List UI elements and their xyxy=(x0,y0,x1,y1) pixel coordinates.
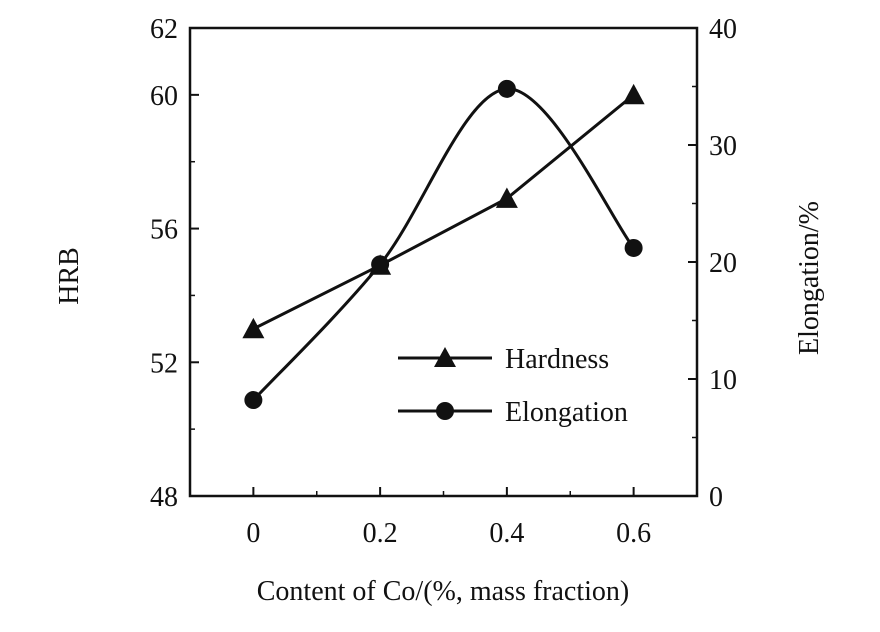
elongation-point xyxy=(244,391,263,410)
y-right-tick-label: 30 xyxy=(709,131,737,162)
hardness-point xyxy=(242,317,265,339)
elongation-point xyxy=(624,238,643,257)
x-tick-label: 0.6 xyxy=(616,518,651,549)
elongation-series-line xyxy=(252,87,635,402)
legend-hardness-marker xyxy=(434,347,456,367)
legend: Hardness Elongation xyxy=(398,344,628,428)
x-tick-label: 0 xyxy=(246,518,260,549)
y-axis-left-label: HRB xyxy=(54,247,85,305)
y-right-tick-label: 0 xyxy=(709,482,723,513)
y-axis-right-label: Elongation/% xyxy=(794,201,825,355)
y-left-tick-label: 60 xyxy=(150,81,178,112)
x-axis-label: Content of Co/(%, mass fraction) xyxy=(257,576,629,607)
legend-elongation-marker xyxy=(436,402,454,420)
hardness-series-line xyxy=(252,93,635,331)
hardness-point xyxy=(622,83,645,105)
legend-elongation-label: Elongation xyxy=(505,397,628,428)
y-right-tick-label: 20 xyxy=(709,248,737,279)
elongation-point xyxy=(497,79,516,98)
series-layer xyxy=(242,79,645,410)
hardness-point xyxy=(495,187,518,208)
y-left-tick-label: 62 xyxy=(150,14,178,45)
ticks-layer: 0 0.2 0.4 0.6 48 52 56 60 62 0 10 20 30 40 xyxy=(150,14,737,549)
y-left-tick-label: 52 xyxy=(150,348,178,379)
x-tick-label: 0.2 xyxy=(363,518,398,549)
legend-hardness-label: Hardness xyxy=(505,344,609,375)
y-left-tick-label: 48 xyxy=(150,482,178,513)
y-right-tick-label: 10 xyxy=(709,365,737,396)
y-left-tick-label: 56 xyxy=(150,215,178,246)
y-right-tick-label: 40 xyxy=(709,14,737,45)
elongation-point xyxy=(371,255,390,274)
x-tick-label: 0.4 xyxy=(489,518,524,549)
